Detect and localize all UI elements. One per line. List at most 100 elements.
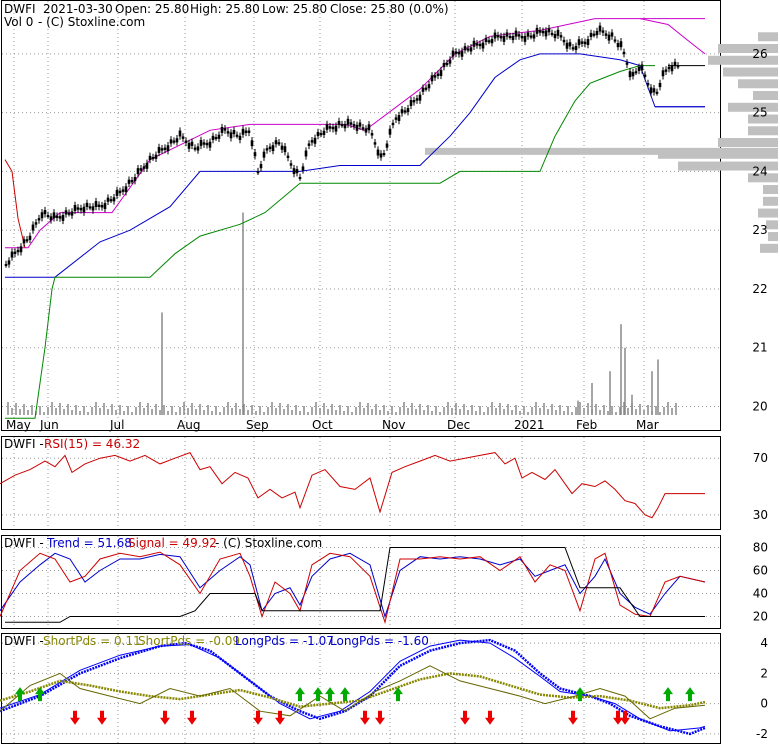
y-tick-label: 22 [752, 282, 767, 296]
candle-body [508, 35, 512, 39]
candle-body [667, 66, 671, 70]
pds-header-prefix: DWFI - [4, 634, 44, 648]
candle-body [547, 28, 551, 33]
volume-profile-bar [766, 220, 778, 230]
candle-body [40, 212, 44, 219]
trend-header-prefix: DWFI - [4, 536, 44, 550]
grid-lines [2, 1, 720, 743]
candle-body [94, 201, 98, 207]
y-tick-label: 4 [760, 636, 768, 650]
candle-body [502, 35, 506, 42]
candle-body [412, 100, 416, 103]
down-arrow-icon [375, 710, 385, 725]
candle-body [229, 132, 233, 139]
y-tick-label: 2 [760, 666, 768, 680]
candle-body [250, 140, 254, 147]
candle-body [37, 218, 41, 221]
candle-body [289, 163, 293, 166]
candle-body [676, 65, 680, 68]
candle-body [238, 135, 242, 140]
down-arrow-icon [613, 710, 623, 725]
candle-body [448, 59, 452, 64]
x-tick-label: 2021 [514, 418, 545, 432]
candle-body [352, 124, 356, 127]
candle-body [259, 164, 263, 169]
candle-body [610, 32, 614, 37]
x-tick-label: Nov [382, 418, 405, 432]
volume-profile-bar [723, 67, 778, 77]
y-tick-label: 80 [753, 541, 768, 555]
candle-body [151, 157, 155, 160]
candle-body [265, 148, 269, 151]
candle-body [469, 47, 473, 52]
early-red-line [4, 159, 26, 248]
candle-body [187, 142, 191, 149]
candle-body [262, 151, 266, 158]
candle-body [70, 211, 74, 216]
indicator-series-line [0, 551, 706, 625]
candle-body [202, 142, 206, 145]
candle-body [217, 134, 221, 139]
y-tick-label: -2 [756, 727, 768, 741]
candle-body [100, 205, 104, 208]
y-tick-label: 25 [752, 106, 767, 120]
rsi-header-label: RSI(15) = 46.32 [44, 437, 140, 451]
down-arrow-icon [568, 710, 578, 725]
candle-body [133, 177, 137, 182]
candle-body [13, 251, 17, 254]
candle-body [391, 122, 395, 126]
price-header-symbol: DWFI [4, 2, 36, 16]
candle-body [550, 32, 554, 35]
candle-body [220, 127, 224, 133]
candle-body [511, 35, 515, 41]
candle-body [661, 70, 665, 77]
candle-body [433, 75, 437, 78]
candle-body [223, 128, 227, 131]
up-arrow-icon [340, 687, 350, 702]
candle-body [211, 135, 215, 140]
indicator-series-line [0, 665, 706, 720]
indicator-series-line [5, 547, 705, 623]
candle-body [313, 137, 317, 144]
candle-body [343, 124, 347, 129]
candle-body [388, 128, 392, 135]
candle-body [76, 207, 80, 210]
candle-body [7, 260, 11, 265]
candle-body [382, 153, 386, 156]
candle-body [109, 199, 113, 202]
candle-body [442, 62, 446, 68]
candle-body [130, 180, 134, 183]
candle-body [586, 39, 590, 46]
candle-body [577, 39, 581, 46]
candle-body [364, 128, 368, 133]
x-tick-label: Feb [576, 418, 597, 432]
price-header-close: Close: 25.80 (0.0%) [330, 2, 449, 16]
up-arrow-icon [35, 687, 45, 702]
candle-body [493, 32, 497, 39]
up-arrow-icon [663, 687, 673, 702]
candle-body [445, 62, 449, 66]
y-tick-label: 30 [753, 508, 768, 522]
volume-profile-bar [758, 32, 778, 42]
candle-body [325, 123, 329, 130]
volume-profile-bar [768, 232, 778, 242]
candle-body [487, 40, 491, 43]
up-arrow-icon [15, 687, 25, 702]
indicator-series-line [0, 672, 706, 710]
down-arrow-icon [275, 710, 285, 725]
candle-body [16, 249, 20, 253]
candle-body [583, 41, 587, 45]
trend-header-trend: Trend = 51.68 [46, 536, 132, 550]
volume-profile-bar [708, 55, 778, 65]
candle-body [484, 37, 488, 43]
candle-body [556, 29, 560, 36]
indicator-lines [0, 451, 706, 736]
candle-body [184, 140, 188, 143]
candle-body [613, 39, 617, 42]
candle-body [127, 179, 131, 184]
candle-body [532, 34, 536, 39]
x-tick-label: Mar [636, 418, 659, 432]
candle-body [499, 35, 503, 39]
candle-body [658, 82, 662, 88]
candle-body [10, 251, 14, 258]
